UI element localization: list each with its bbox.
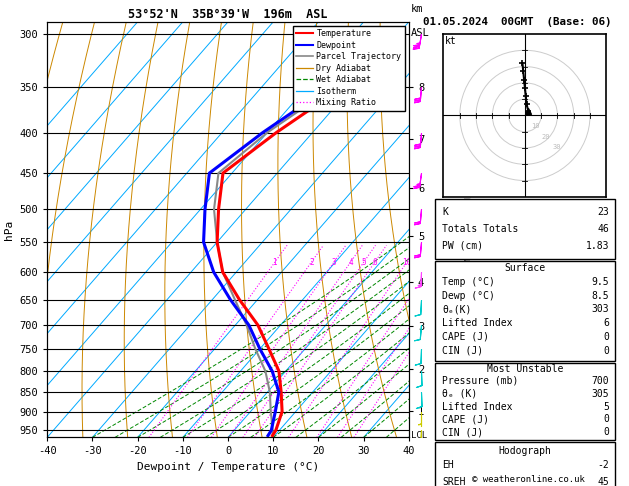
Text: θₑ (K): θₑ (K) — [442, 389, 477, 399]
Text: 5: 5 — [362, 258, 366, 267]
Text: 5: 5 — [603, 401, 609, 412]
Text: 8.5: 8.5 — [591, 291, 609, 301]
Text: Pressure (mb): Pressure (mb) — [442, 376, 519, 386]
Text: CIN (J): CIN (J) — [442, 427, 484, 437]
Text: Temp (°C): Temp (°C) — [442, 277, 495, 287]
Text: K: K — [442, 208, 448, 217]
Text: PW (cm): PW (cm) — [442, 241, 484, 250]
Text: 0: 0 — [603, 415, 609, 424]
Text: 0: 0 — [603, 346, 609, 356]
Y-axis label: hPa: hPa — [4, 220, 14, 240]
X-axis label: Dewpoint / Temperature (°C): Dewpoint / Temperature (°C) — [137, 462, 319, 472]
Text: km: km — [411, 3, 423, 14]
Text: 6: 6 — [372, 258, 377, 267]
Text: 23: 23 — [598, 208, 609, 217]
Text: Lifted Index: Lifted Index — [442, 318, 513, 328]
Text: 10: 10 — [532, 123, 540, 129]
Text: kt: kt — [445, 35, 457, 46]
Text: Dewp (°C): Dewp (°C) — [442, 291, 495, 301]
Text: 0: 0 — [603, 332, 609, 342]
Text: 303: 303 — [591, 304, 609, 314]
Text: 45: 45 — [598, 477, 609, 486]
Text: Most Unstable: Most Unstable — [487, 364, 563, 374]
Text: 46: 46 — [598, 224, 609, 234]
Text: 305: 305 — [591, 389, 609, 399]
Text: 20: 20 — [542, 134, 550, 139]
Text: 700: 700 — [591, 376, 609, 386]
Text: CIN (J): CIN (J) — [442, 346, 484, 356]
Text: -2: -2 — [598, 460, 609, 470]
Text: 10: 10 — [402, 258, 411, 267]
Legend: Temperature, Dewpoint, Parcel Trajectory, Dry Adiabat, Wet Adiabat, Isotherm, Mi: Temperature, Dewpoint, Parcel Trajectory… — [293, 26, 404, 111]
Text: 01.05.2024  00GMT  (Base: 06): 01.05.2024 00GMT (Base: 06) — [423, 17, 611, 27]
Text: ASL: ASL — [411, 28, 430, 38]
Y-axis label: Mixing Ratio (g/kg): Mixing Ratio (g/kg) — [463, 174, 473, 285]
Text: Lifted Index: Lifted Index — [442, 401, 513, 412]
Text: CAPE (J): CAPE (J) — [442, 415, 489, 424]
Text: Totals Totals: Totals Totals — [442, 224, 519, 234]
Text: SREH: SREH — [442, 477, 466, 486]
Text: 6: 6 — [603, 318, 609, 328]
Text: LCL: LCL — [411, 431, 427, 440]
Text: EH: EH — [442, 460, 454, 470]
Text: 2: 2 — [309, 258, 314, 267]
Text: Hodograph: Hodograph — [498, 446, 552, 456]
Text: 1: 1 — [272, 258, 277, 267]
Text: © weatheronline.co.uk: © weatheronline.co.uk — [472, 474, 585, 484]
Text: θₑ(K): θₑ(K) — [442, 304, 472, 314]
Text: 30: 30 — [552, 144, 561, 150]
Text: 9.5: 9.5 — [591, 277, 609, 287]
Text: 1.83: 1.83 — [586, 241, 609, 250]
Text: 0: 0 — [603, 427, 609, 437]
Text: CAPE (J): CAPE (J) — [442, 332, 489, 342]
Text: 4: 4 — [348, 258, 353, 267]
Title: 53°52'N  35B°39'W  196m  ASL: 53°52'N 35B°39'W 196m ASL — [128, 8, 328, 21]
Text: 3: 3 — [331, 258, 337, 267]
Text: Surface: Surface — [504, 263, 545, 273]
